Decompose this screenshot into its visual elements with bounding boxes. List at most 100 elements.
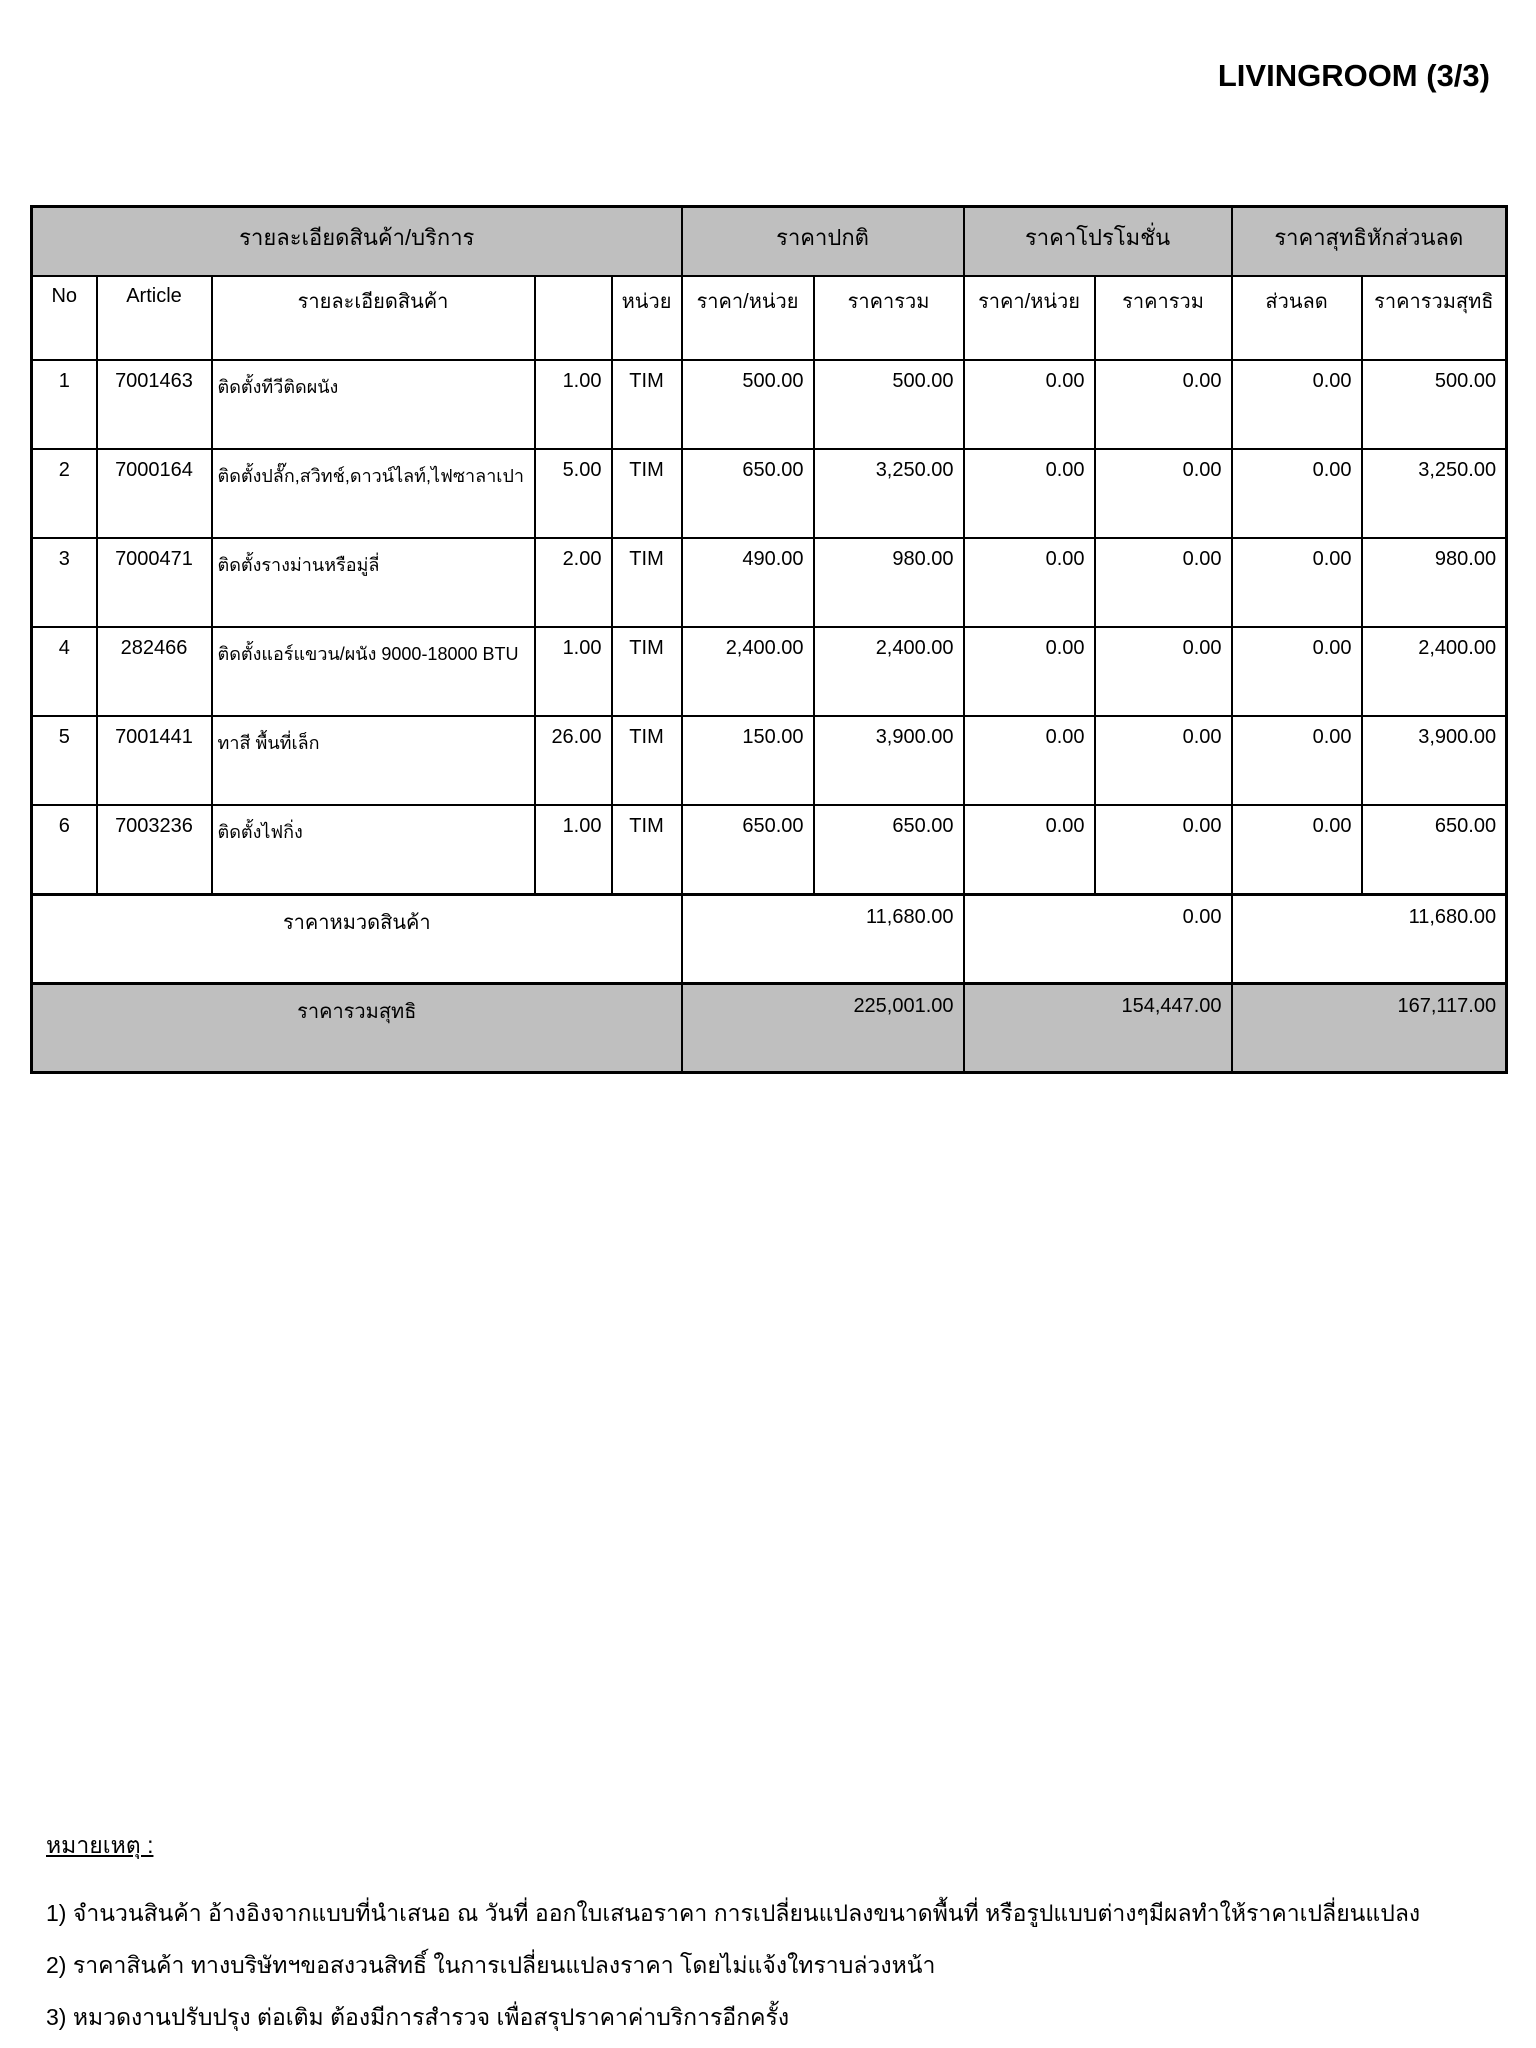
- table-row: 5 7001441 ทาสี พื้นที่เล็ก 26.00 TIM 150…: [30, 715, 1508, 806]
- cell-unit: TIM: [610, 626, 683, 717]
- cell-promo-per-unit: 0.00: [962, 804, 1096, 896]
- cell-discount: 0.00: [1230, 715, 1363, 806]
- cell-discount: 0.00: [1230, 804, 1363, 896]
- cell-price-per-unit: 650.00: [680, 804, 815, 896]
- cell-unit: TIM: [610, 537, 683, 628]
- summary-net-total: 11,680.00: [1230, 893, 1508, 985]
- col-header-price-total: ราคารวม: [812, 275, 965, 361]
- cell-net-total: 980.00: [1360, 537, 1508, 628]
- table-row: 1 7001463 ติดตั้งทีวีติดผนัง 1.00 TIM 50…: [30, 359, 1508, 450]
- cell-price-total: 3,250.00: [812, 448, 965, 539]
- cell-unit: TIM: [610, 448, 683, 539]
- table-row: 2 7000164 ติดตั้งปลั๊ก,สวิทช์,ดาวน์ไลท์,…: [30, 448, 1508, 539]
- cell-price-per-unit: 490.00: [680, 537, 815, 628]
- cell-promo-total: 0.00: [1093, 359, 1233, 450]
- cell-qty: 1.00: [533, 804, 613, 896]
- col-header-promo-per-unit: ราคา/หน่วย: [962, 275, 1096, 361]
- section-header-promo-price: ราคาโปรโมชั่น: [962, 205, 1233, 277]
- summary-promo-total: 154,447.00: [962, 982, 1233, 1074]
- cell-no: 4: [30, 626, 98, 717]
- cell-net-total: 2,400.00: [1360, 626, 1508, 717]
- summary-normal-total: 225,001.00: [680, 982, 965, 1074]
- cell-description: ทาสี พื้นที่เล็ก: [210, 715, 536, 806]
- quotation-table: รายละเอียดสินค้า/บริการ ราคาปกติ ราคาโปร…: [30, 205, 1509, 1074]
- cell-price-total: 3,900.00: [812, 715, 965, 806]
- col-header-description: รายละเอียดสินค้า: [210, 275, 536, 361]
- section-header-net-price: ราคาสุทธิหักส่วนลด: [1230, 205, 1508, 277]
- cell-discount: 0.00: [1230, 626, 1363, 717]
- notes-heading: หมายเหตุ :: [46, 1832, 154, 1858]
- cell-net-total: 3,250.00: [1360, 448, 1508, 539]
- summary-label: ราคารวมสุทธิ: [30, 982, 683, 1074]
- cell-qty: 1.00: [533, 626, 613, 717]
- cell-description: ติดตั้งปลั๊ก,สวิทช์,ดาวน์ไลท์,ไฟซาลาเปา: [210, 448, 536, 539]
- summary-row-category-total: ราคาหมวดสินค้า 11,680.00 0.00 11,680.00: [30, 893, 1508, 985]
- summary-net-total: 167,117.00: [1230, 982, 1508, 1074]
- col-header-discount: ส่วนลด: [1230, 275, 1363, 361]
- summary-promo-total: 0.00: [962, 893, 1233, 985]
- col-header-no: No: [30, 275, 98, 361]
- note-item-1: 1) จำนวนสินค้า อ้างอิงจากแบบที่นำเสนอ ณ …: [46, 1900, 1421, 1926]
- cell-article: 7000164: [95, 448, 213, 539]
- cell-price-per-unit: 150.00: [680, 715, 815, 806]
- section-header-row: รายละเอียดสินค้า/บริการ ราคาปกติ ราคาโปร…: [30, 205, 1508, 277]
- note-item-3: 3) หมวดงานปรับปรุง ต่อเติม ต้องมีการสำรว…: [46, 2004, 790, 2030]
- cell-price-total: 2,400.00: [812, 626, 965, 717]
- cell-article: 282466: [95, 626, 213, 717]
- col-header-qty: [533, 275, 613, 361]
- section-header-normal-price: ราคาปกติ: [680, 205, 965, 277]
- cell-net-total: 650.00: [1360, 804, 1508, 896]
- table-row: 6 7003236 ติดตั้งไฟกิ่ง 1.00 TIM 650.00 …: [30, 804, 1508, 896]
- cell-article: 7001441: [95, 715, 213, 806]
- cell-price-per-unit: 650.00: [680, 448, 815, 539]
- cell-unit: TIM: [610, 715, 683, 806]
- summary-label: ราคาหมวดสินค้า: [30, 893, 683, 985]
- col-header-price-per-unit: ราคา/หน่วย: [680, 275, 815, 361]
- cell-price-total: 650.00: [812, 804, 965, 896]
- cell-promo-per-unit: 0.00: [962, 448, 1096, 539]
- cell-no: 2: [30, 448, 98, 539]
- col-header-unit: หน่วย: [610, 275, 683, 361]
- cell-price-total: 500.00: [812, 359, 965, 450]
- cell-description: ติดตั้งไฟกิ่ง: [210, 804, 536, 896]
- cell-unit: TIM: [610, 359, 683, 450]
- summary-row-grand-total: ราคารวมสุทธิ 225,001.00 154,447.00 167,1…: [30, 982, 1508, 1074]
- cell-no: 5: [30, 715, 98, 806]
- cell-description: ติดตั้งรางม่านหรือมู่ลี่: [210, 537, 536, 628]
- cell-promo-total: 0.00: [1093, 537, 1233, 628]
- cell-promo-per-unit: 0.00: [962, 626, 1096, 717]
- cell-description: ติดตั้งแอร์แขวน/ผนัง 9000-18000 BTU: [210, 626, 536, 717]
- cell-net-total: 500.00: [1360, 359, 1508, 450]
- cell-article: 7003236: [95, 804, 213, 896]
- cell-price-total: 980.00: [812, 537, 965, 628]
- cell-net-total: 3,900.00: [1360, 715, 1508, 806]
- notes-section: หมายเหตุ : 1) จำนวนสินค้า อ้างอิงจากแบบท…: [46, 1828, 1420, 2036]
- cell-promo-total: 0.00: [1093, 448, 1233, 539]
- cell-promo-total: 0.00: [1093, 626, 1233, 717]
- cell-no: 1: [30, 359, 98, 450]
- page-title: LIVINGROOM (3/3): [1217, 58, 1490, 93]
- cell-price-per-unit: 2,400.00: [680, 626, 815, 717]
- cell-promo-per-unit: 0.00: [962, 537, 1096, 628]
- cell-discount: 0.00: [1230, 359, 1363, 450]
- col-header-promo-total: ราคารวม: [1093, 275, 1233, 361]
- cell-qty: 1.00: [533, 359, 613, 450]
- cell-no: 6: [30, 804, 98, 896]
- cell-unit: TIM: [610, 804, 683, 896]
- cell-article: 7001463: [95, 359, 213, 450]
- cell-promo-total: 0.00: [1093, 715, 1233, 806]
- cell-promo-per-unit: 0.00: [962, 359, 1096, 450]
- cell-qty: 26.00: [533, 715, 613, 806]
- cell-promo-total: 0.00: [1093, 804, 1233, 896]
- cell-description: ติดตั้งทีวีติดผนัง: [210, 359, 536, 450]
- cell-article: 7000471: [95, 537, 213, 628]
- col-header-article: Article: [95, 275, 213, 361]
- cell-discount: 0.00: [1230, 448, 1363, 539]
- cell-qty: 5.00: [533, 448, 613, 539]
- cell-promo-per-unit: 0.00: [962, 715, 1096, 806]
- table-row: 3 7000471 ติดตั้งรางม่านหรือมู่ลี่ 2.00 …: [30, 537, 1508, 628]
- section-header-details: รายละเอียดสินค้า/บริการ: [30, 205, 683, 277]
- summary-normal-total: 11,680.00: [680, 893, 965, 985]
- column-header-row: No Article รายละเอียดสินค้า หน่วย ราคา/ห…: [30, 275, 1508, 361]
